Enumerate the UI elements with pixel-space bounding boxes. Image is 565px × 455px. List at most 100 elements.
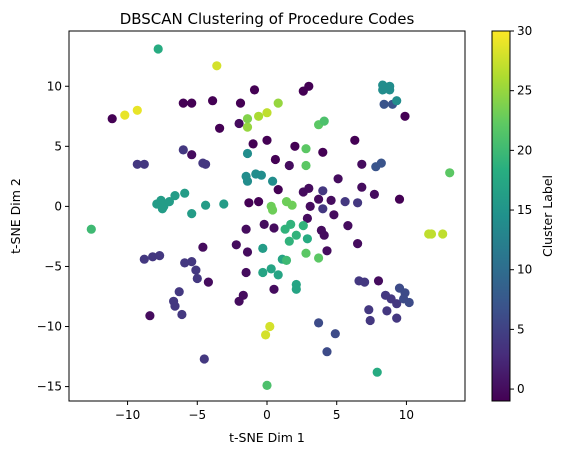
colorbar-label: Cluster Label <box>540 175 555 257</box>
data-point <box>357 159 367 169</box>
data-point <box>318 147 328 157</box>
data-point <box>212 61 222 71</box>
data-point <box>201 159 211 169</box>
data-point <box>145 311 155 321</box>
data-point <box>379 99 389 109</box>
colorbar <box>491 30 511 402</box>
data-point <box>177 309 187 320</box>
data-point <box>333 174 343 184</box>
data-point <box>153 44 163 54</box>
data-point <box>180 188 190 198</box>
data-point <box>259 219 269 229</box>
data-point <box>314 194 324 204</box>
data-point <box>445 168 455 178</box>
data-point <box>132 159 142 169</box>
data-point <box>132 105 142 115</box>
data-point <box>357 182 367 192</box>
data-point <box>242 176 253 186</box>
data-point <box>241 224 251 234</box>
data-point <box>235 98 246 108</box>
data-point <box>269 223 279 233</box>
data-point <box>148 252 158 262</box>
data-point <box>187 257 197 267</box>
data-point <box>322 246 332 256</box>
chart-title: DBSCAN Clustering of Procedure Codes <box>120 10 415 28</box>
data-point <box>242 122 253 132</box>
data-point <box>258 267 268 278</box>
data-point <box>187 209 197 219</box>
data-point <box>234 118 244 129</box>
data-point <box>319 116 329 126</box>
plot-area <box>69 31 465 401</box>
data-point <box>353 198 363 208</box>
data-point <box>273 270 283 280</box>
x-tick-label: 10 <box>399 408 414 422</box>
data-point <box>254 197 264 207</box>
data-point <box>241 267 251 278</box>
data-point <box>219 199 229 209</box>
data-point <box>372 367 382 377</box>
data-point <box>305 201 315 211</box>
data-point <box>273 98 283 108</box>
data-point <box>330 329 340 339</box>
data-point <box>268 176 278 186</box>
data-point <box>376 158 386 168</box>
x-axis: −10 −5 0 5 10 <box>115 401 414 422</box>
y-axis-label: t-SNE Dim 2 <box>8 178 23 254</box>
data-point <box>192 273 202 284</box>
data-point <box>329 210 339 220</box>
data-point <box>404 297 414 308</box>
data-point <box>157 204 167 214</box>
data-point <box>286 219 296 229</box>
data-point <box>208 96 218 106</box>
data-point <box>326 195 336 205</box>
data-point <box>201 200 211 210</box>
data-point <box>139 159 149 169</box>
data-point <box>178 145 188 155</box>
x-axis-label: t-SNE Dim 1 <box>229 430 305 445</box>
data-point <box>187 98 197 108</box>
data-point <box>242 114 253 124</box>
data-point <box>139 254 149 264</box>
data-point <box>426 229 437 239</box>
data-point <box>281 255 292 265</box>
data-point <box>174 287 184 297</box>
data-point <box>155 251 165 261</box>
data-point <box>262 135 272 145</box>
data-point <box>198 242 208 252</box>
data-point <box>262 380 272 390</box>
data-point <box>291 230 301 240</box>
data-point <box>291 284 301 294</box>
y-tick-label: 0 <box>54 199 62 213</box>
data-points <box>86 44 455 390</box>
data-point <box>265 321 275 332</box>
data-point <box>242 148 253 159</box>
data-point <box>394 194 405 204</box>
data-point <box>107 114 117 124</box>
data-point <box>378 85 388 95</box>
data-point <box>302 213 312 223</box>
data-point <box>304 81 314 91</box>
colorbar-tick-label: 15 <box>517 203 532 217</box>
data-point <box>187 150 197 160</box>
data-point <box>301 248 311 258</box>
colorbar-ticks: 0 5 10 15 20 25 30 <box>510 24 532 396</box>
data-point <box>318 204 328 214</box>
data-point <box>343 221 353 231</box>
data-point <box>302 234 312 244</box>
data-point <box>318 186 328 196</box>
data-point <box>248 139 258 149</box>
data-point <box>242 247 253 257</box>
colorbar-tick-label: 10 <box>517 263 532 277</box>
data-point <box>304 183 314 193</box>
data-point <box>373 276 384 286</box>
x-tick-label: −5 <box>188 408 206 422</box>
data-point <box>215 123 225 133</box>
y-axis: −15 −10 −5 0 5 10 <box>37 79 69 394</box>
y-tick-label: −15 <box>37 380 62 394</box>
data-point <box>284 160 294 171</box>
data-point <box>254 111 264 121</box>
data-point <box>392 313 402 323</box>
data-point <box>287 200 297 210</box>
data-point <box>86 224 96 234</box>
